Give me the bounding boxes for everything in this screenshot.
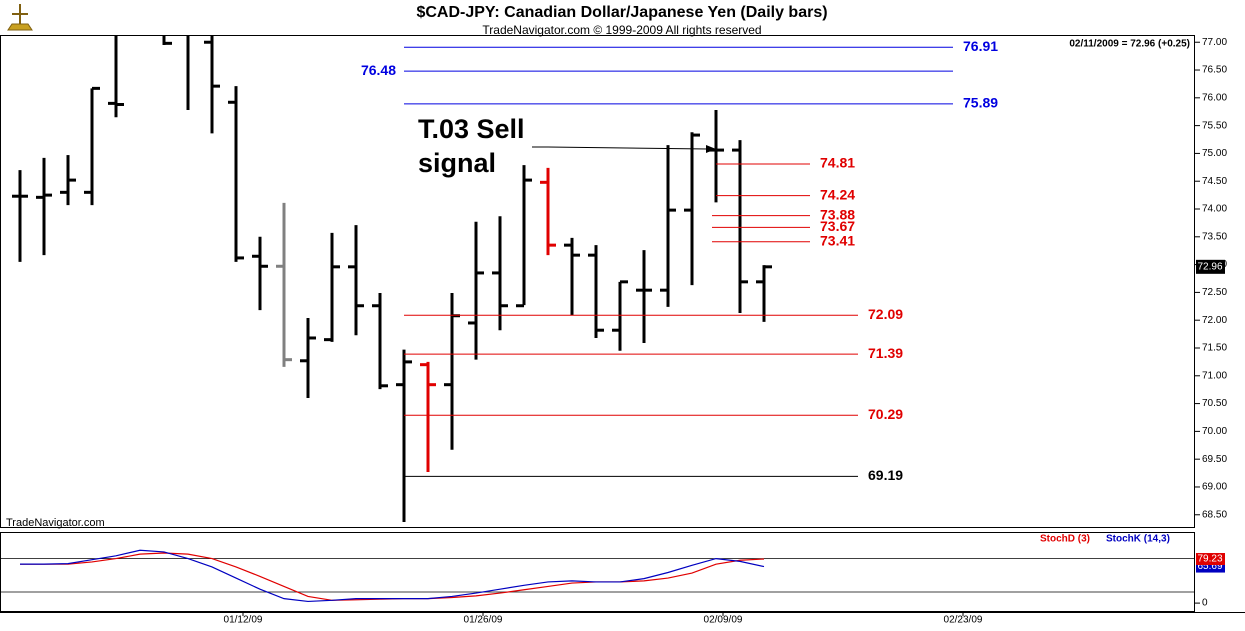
level-label: 76.91 bbox=[963, 38, 998, 54]
status: 02/11/2009 = 72.96 (+0.25) bbox=[1069, 39, 1190, 50]
logo bbox=[7, 4, 33, 31]
stoch-line bbox=[20, 549, 765, 603]
price-bar bbox=[636, 250, 652, 343]
y-tick-label: 75.00 bbox=[1202, 148, 1227, 159]
y-tick-label: 74.50 bbox=[1202, 176, 1227, 187]
price-bar bbox=[420, 361, 436, 472]
annotation: T.03 Sell signal bbox=[418, 114, 525, 178]
price-bar bbox=[756, 265, 772, 322]
price-bar bbox=[108, 35, 124, 118]
level-label: 73.67 bbox=[820, 218, 855, 234]
price-bar bbox=[186, 35, 190, 111]
price-bar bbox=[36, 157, 52, 256]
price-bar bbox=[540, 167, 556, 256]
price-bar bbox=[396, 349, 412, 522]
price-bar bbox=[588, 245, 604, 338]
price-bar bbox=[228, 86, 244, 262]
end-tag: 65.69 bbox=[1197, 561, 1222, 572]
y-tick-label: 69.00 bbox=[1202, 482, 1227, 493]
level-label: 73.88 bbox=[820, 206, 855, 222]
sell-arrow bbox=[532, 145, 716, 153]
price-bar bbox=[444, 292, 460, 450]
x-tick-label: 02/23/09 bbox=[944, 615, 983, 626]
price-bar bbox=[252, 236, 268, 311]
x-tick-label: 02/09/09 bbox=[704, 615, 743, 626]
y-tick-label: 68.50 bbox=[1202, 509, 1227, 520]
level-label: 73.41 bbox=[820, 233, 855, 249]
y-tick-label: 73.50 bbox=[1202, 231, 1227, 242]
chart-subtitle: TradeNavigator.com © 1999-2009 All right… bbox=[482, 23, 761, 37]
legend-entry: StochK (14,3) bbox=[1106, 534, 1170, 545]
chart-title: $CAD-JPY: Canadian Dollar/Japanese Yen (… bbox=[416, 4, 827, 21]
y-tick-label: 71.50 bbox=[1202, 343, 1227, 354]
level-label: 69.19 bbox=[868, 467, 903, 483]
price-bar bbox=[162, 35, 172, 46]
level-label: 76.48 bbox=[361, 62, 396, 78]
price-bar bbox=[300, 317, 316, 399]
stoch-panel bbox=[0, 532, 1195, 612]
main-panel bbox=[0, 35, 1195, 528]
last-price-box bbox=[1196, 259, 1225, 274]
price-bar bbox=[612, 280, 628, 351]
price-bar bbox=[708, 110, 724, 203]
watermark: TradeNavigator.com bbox=[6, 517, 105, 529]
price-bar bbox=[732, 140, 748, 313]
price-bar bbox=[348, 225, 364, 336]
price-bar bbox=[372, 292, 388, 390]
price-bar bbox=[12, 170, 28, 262]
y-tick-label: 74.00 bbox=[1202, 204, 1227, 215]
y-tick-label: 77.00 bbox=[1202, 37, 1227, 48]
level-label: 72.09 bbox=[868, 306, 903, 322]
level-label: 75.89 bbox=[963, 95, 998, 111]
y-tick-label: 70.00 bbox=[1202, 426, 1227, 437]
price-bar bbox=[60, 155, 76, 206]
y-tick-label: 75.50 bbox=[1202, 120, 1227, 131]
price-bar bbox=[564, 237, 580, 316]
last-price: 72.96 bbox=[1197, 261, 1222, 272]
price-bar bbox=[660, 145, 676, 307]
y-tick-label: 69.50 bbox=[1202, 454, 1227, 465]
y-tick-label: 0 bbox=[1202, 598, 1208, 609]
level-label: 74.24 bbox=[820, 186, 855, 202]
y-tick-label: 72.50 bbox=[1202, 287, 1227, 298]
price-bar bbox=[84, 86, 100, 206]
price-bar bbox=[516, 165, 532, 308]
price-bar bbox=[276, 202, 292, 367]
end-tag: 79.23 bbox=[1197, 554, 1222, 565]
price-plot bbox=[12, 35, 772, 522]
x-tick-label: 01/12/09 bbox=[224, 615, 263, 626]
legend-entry: StochD (3) bbox=[1040, 534, 1090, 545]
price-bar bbox=[684, 132, 700, 286]
x-tick-label: 01/26/09 bbox=[464, 615, 503, 626]
level-label: 74.81 bbox=[820, 155, 855, 171]
y-tick-label: 76.50 bbox=[1202, 65, 1227, 76]
price-bar bbox=[324, 232, 340, 342]
y-tick-label: 70.50 bbox=[1202, 398, 1227, 409]
end-tag-box bbox=[1196, 553, 1225, 566]
level-label: 70.29 bbox=[868, 406, 903, 422]
y-tick-label: 71.00 bbox=[1202, 370, 1227, 381]
y-tick-label: 72.00 bbox=[1202, 315, 1227, 326]
level-label: 71.39 bbox=[868, 345, 903, 361]
price-bar bbox=[468, 221, 484, 360]
price-bar bbox=[492, 216, 508, 331]
price-bar bbox=[204, 35, 220, 134]
y-tick-label: 76.00 bbox=[1202, 92, 1227, 103]
